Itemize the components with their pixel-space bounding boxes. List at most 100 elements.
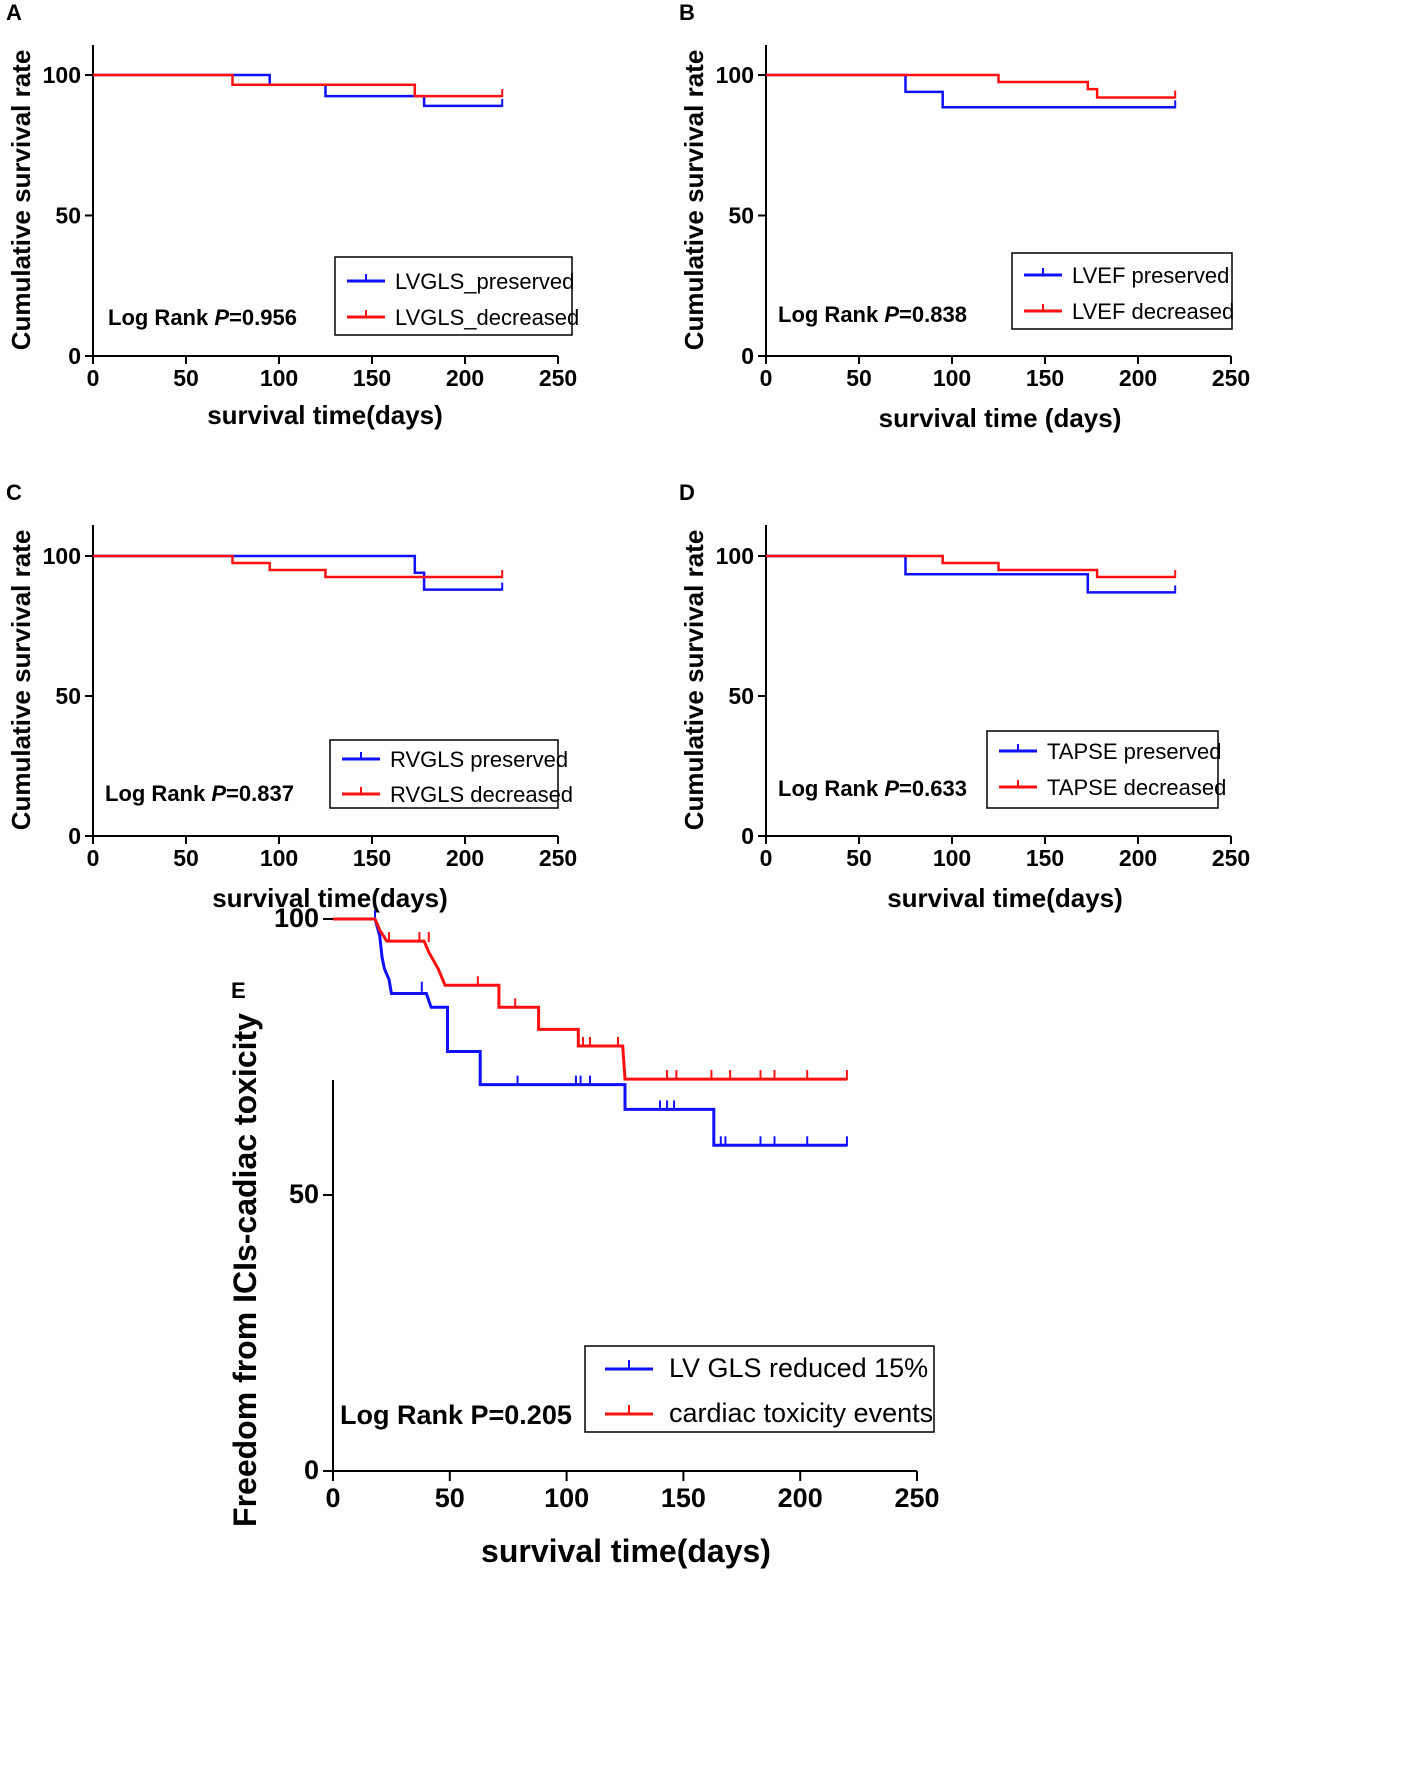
y-tick-label: 50	[55, 203, 81, 229]
x-tick-label: 200	[1119, 365, 1157, 391]
log-rank-prefix: Log Rank	[778, 776, 884, 801]
y-tick-label: 0	[68, 823, 81, 849]
series-lvgls-preserved	[93, 73, 504, 108]
y-axis-label: Cumulative survival rate	[679, 530, 709, 831]
y-axis-label: Cumulative survival rate	[6, 50, 36, 351]
y-tick-label: 100	[274, 903, 319, 933]
x-tick-label: 250	[1212, 365, 1250, 391]
x-tick-label: 50	[173, 365, 199, 391]
log-rank-p: P	[884, 776, 899, 801]
legend-label: LVEF preserved	[1072, 263, 1229, 288]
log-rank-annotation: Log Rank P=0.633	[778, 776, 967, 801]
y-axis-label: Cumulative survival rate	[6, 530, 36, 831]
y-tick-label: 50	[55, 683, 81, 709]
y-tick-label: 0	[741, 343, 754, 369]
x-tick-label: 100	[260, 365, 298, 391]
legend-label: RVGLS preserved	[390, 747, 568, 772]
log-rank-p: P	[884, 302, 899, 327]
x-axis-label: survival time (days)	[879, 403, 1122, 433]
x-tick-label: 50	[435, 1483, 465, 1513]
y-tick-label: 100	[43, 543, 81, 569]
panel-letter: A	[6, 0, 22, 25]
legend: TAPSE preserved TAPSE decreased	[986, 730, 1226, 809]
legend: RVGLS preserved RVGLS decreased	[329, 739, 573, 809]
survival-curve	[93, 73, 503, 108]
x-axis-label: survival time(days)	[207, 400, 443, 430]
x-tick-label: 200	[446, 845, 484, 871]
log-rank-value: =0.633	[899, 776, 967, 801]
y-tick-label: 100	[716, 543, 754, 569]
series-cardiac-toxicity-events	[333, 917, 848, 1081]
panel-letter: C	[6, 480, 22, 505]
legend: LVGLS_preserved LVGLS_decreased	[334, 256, 579, 336]
x-tick-label: 0	[87, 365, 100, 391]
survival-curve	[766, 554, 1176, 579]
legend-box	[1011, 252, 1233, 330]
panel-d: D 0 50 100 150 200 250 0 50 100 survival time(days…	[679, 480, 1250, 913]
y-axis-label: Freedom from ICIs-cadiac toxicity	[227, 1013, 263, 1527]
survival-curve	[93, 73, 503, 98]
log-rank-annotation: Log Rank P=0.838	[778, 302, 967, 327]
panel-letter: E	[231, 978, 246, 1003]
series-lvgls-decreased	[93, 73, 504, 98]
series-rvgls-preserved	[93, 554, 504, 591]
series-lvef-decreased	[766, 73, 1177, 99]
legend-label: cardiac toxicity events	[669, 1398, 933, 1428]
legend: LVEF preserved LVEF decreased	[1011, 252, 1234, 330]
survival-curve	[333, 917, 847, 1081]
panel-c: C 0 50 100 150 200 250 0 50 100 survival time(days…	[6, 480, 577, 913]
legend-label: LVGLS_decreased	[395, 305, 579, 330]
y-tick-label: 50	[289, 1179, 319, 1209]
legend-box	[986, 730, 1219, 809]
legend-label: LVGLS_preserved	[395, 269, 574, 294]
x-axis-label: survival time(days)	[481, 1533, 771, 1569]
y-tick-label: 50	[728, 683, 754, 709]
x-tick-label: 0	[760, 845, 773, 871]
x-tick-label: 250	[539, 845, 577, 871]
y-tick-label: 0	[68, 343, 81, 369]
legend-box	[334, 256, 573, 336]
legend-label: LVEF decreased	[1072, 299, 1234, 324]
y-tick-label: 100	[716, 62, 754, 88]
x-axis-label: survival time(days)	[887, 883, 1123, 913]
panel-e: E 0 50 100 150 200 250 0 50 100 survival time(days…	[227, 903, 940, 1569]
legend-box	[329, 739, 559, 809]
y-tick-label: 100	[43, 62, 81, 88]
x-tick-label: 100	[933, 365, 971, 391]
y-tick-label: 0	[741, 823, 754, 849]
x-tick-label: 50	[173, 845, 199, 871]
legend-label: TAPSE decreased	[1047, 775, 1226, 800]
legend-box	[584, 1345, 935, 1433]
series-rvgls-decreased	[93, 554, 504, 579]
x-tick-label: 100	[544, 1483, 589, 1513]
log-rank-annotation: Log Rank P=0.956	[108, 305, 297, 330]
log-rank-value: =0.956	[229, 305, 297, 330]
x-tick-label: 250	[894, 1483, 939, 1513]
x-tick-label: 250	[1212, 845, 1250, 871]
log-rank-prefix: Log Rank	[105, 781, 211, 806]
x-tick-label: 150	[353, 845, 391, 871]
x-tick-label: 50	[846, 845, 872, 871]
y-tick-label: 0	[304, 1455, 319, 1485]
panel-letter: B	[679, 0, 695, 25]
x-tick-label: 200	[778, 1483, 823, 1513]
x-tick-label: 0	[87, 845, 100, 871]
x-tick-label: 100	[260, 845, 298, 871]
x-tick-label: 150	[1026, 845, 1064, 871]
x-tick-label: 200	[446, 365, 484, 391]
x-tick-label: 150	[661, 1483, 706, 1513]
log-rank-annotation: Log Rank P=0.205	[340, 1400, 572, 1430]
panel-letter: D	[679, 480, 695, 505]
legend-label: RVGLS decreased	[390, 782, 573, 807]
x-tick-label: 200	[1119, 845, 1157, 871]
x-tick-label: 0	[325, 1483, 340, 1513]
log-rank-prefix: Log Rank P	[340, 1400, 489, 1430]
x-tick-label: 250	[539, 365, 577, 391]
log-rank-p: P	[214, 305, 229, 330]
series-tapse-decreased	[766, 554, 1177, 579]
y-axis-label: Cumulative survival rate	[679, 50, 709, 351]
log-rank-p: P	[211, 781, 226, 806]
survival-curve	[333, 917, 847, 1147]
log-rank-value: =0.838	[899, 302, 967, 327]
x-tick-label: 150	[353, 365, 391, 391]
